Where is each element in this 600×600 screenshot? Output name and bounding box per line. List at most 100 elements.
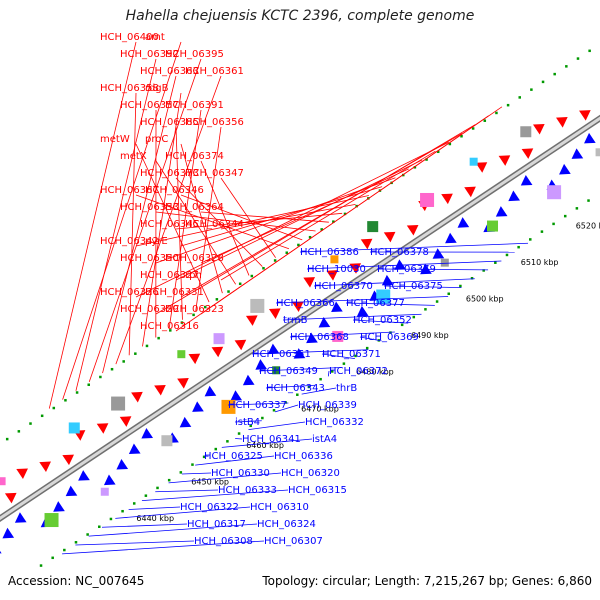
feature-box xyxy=(367,221,379,233)
red-leader-line xyxy=(155,211,316,232)
inner-dot xyxy=(39,564,43,567)
reverse-gene-arrow xyxy=(584,132,596,144)
blue-gene-label: HCH_06332 xyxy=(305,417,364,428)
red-gene-label: HCH_06363 xyxy=(140,66,199,77)
outer-dot xyxy=(483,119,487,122)
forward-gene-arrow xyxy=(188,353,201,365)
inner-dot xyxy=(354,354,357,358)
blue-gene-label: HCH_06310 xyxy=(250,502,309,513)
forward-gene-arrow xyxy=(131,391,143,403)
blue-leader-line xyxy=(289,331,395,338)
outer-dot xyxy=(169,329,172,332)
blue-gene-label: HCH_06315 xyxy=(288,485,347,496)
red-leader-line xyxy=(75,58,157,391)
forward-gene-arrow xyxy=(303,277,316,288)
inner-dot xyxy=(63,548,66,552)
blue-leader-line xyxy=(234,420,262,423)
outer-dot xyxy=(355,204,358,208)
feature-box xyxy=(68,422,80,434)
reverse-gene-arrow xyxy=(141,427,154,439)
outer-dot xyxy=(273,259,277,262)
genome-title: Hahella chejuensis KCTC 2396, complete g… xyxy=(125,8,475,24)
outer-dot xyxy=(565,65,568,68)
feature-box xyxy=(177,350,186,359)
feature-box xyxy=(520,126,532,138)
blue-gene-label: HCH_06320 xyxy=(281,468,340,479)
inner-dot xyxy=(307,385,311,389)
outer-dot xyxy=(17,430,21,433)
tick-label: 6490 kbp xyxy=(411,331,449,340)
blue-leader-line xyxy=(306,260,502,270)
forward-gene-arrow xyxy=(498,155,511,166)
forward-gene-arrow xyxy=(16,468,28,479)
blue-leader-line xyxy=(258,367,342,372)
outer-dot xyxy=(64,399,67,402)
feature-box xyxy=(161,435,173,447)
red-gene-label: HCH_06327 xyxy=(140,270,199,281)
red-gene-label: HCH_06356 xyxy=(185,117,244,128)
outer-dot xyxy=(588,49,591,53)
inner-dot xyxy=(482,269,485,272)
reverse-gene-arrow xyxy=(331,301,343,313)
forward-gene-arrow xyxy=(360,238,373,250)
inner-dot xyxy=(296,393,299,396)
feature-box xyxy=(332,330,344,342)
blue-leader-line xyxy=(274,404,299,413)
reverse-gene-arrow xyxy=(2,527,15,539)
inner-dot xyxy=(459,284,462,288)
red-leader-line xyxy=(135,194,290,250)
inner-dot xyxy=(331,370,334,373)
forward-gene-arrow xyxy=(96,423,109,434)
blue-gene-label: HCH_06349 xyxy=(259,366,318,377)
inner-dot xyxy=(517,245,520,249)
inner-dot xyxy=(272,409,276,412)
blue-leader-line xyxy=(235,438,243,440)
reverse-gene-arrow xyxy=(445,232,457,244)
feature-box xyxy=(440,258,449,267)
red-leader-line xyxy=(48,41,137,409)
red-gene-label: HCH_06350 xyxy=(120,253,179,264)
reverse-gene-arrow xyxy=(192,401,204,412)
feature-box xyxy=(44,513,59,528)
blue-gene-label: HCH_06370 xyxy=(314,281,373,292)
blue-leader-line xyxy=(101,523,188,528)
outer-dot xyxy=(262,267,265,270)
blue-leader-line xyxy=(282,313,422,321)
inner-dot xyxy=(132,502,136,505)
outer-dot xyxy=(320,228,323,231)
red-gene-label: HCH_06373 xyxy=(140,168,199,179)
forward-gene-arrow xyxy=(245,315,258,326)
blue-leader-line xyxy=(128,506,181,510)
blue-leader-line xyxy=(359,336,382,342)
forward-gene-arrow xyxy=(326,270,339,281)
reverse-gene-arrow xyxy=(559,163,571,175)
tick-label: 6500 kbp xyxy=(466,294,504,303)
red-leader-line xyxy=(180,143,223,294)
feature-box xyxy=(111,396,126,411)
red-gene-label: HCH_06328 xyxy=(165,253,224,264)
accession-label: Accession: NC_007645 xyxy=(8,574,145,588)
red-gene-label: HCH_06346 xyxy=(145,185,204,196)
red-gene-label: amt xyxy=(145,32,165,43)
outer-dot xyxy=(308,235,312,239)
blue-gene-label: HCH_06369 xyxy=(360,332,419,343)
red-gene-label: HCH_06344 xyxy=(185,219,244,230)
red-gene-label: HCH_06395 xyxy=(165,49,224,60)
feature-box xyxy=(376,289,391,304)
red-leader-line xyxy=(200,211,329,223)
red-gene-label: HCH_06345 xyxy=(140,219,199,230)
red-leader-line xyxy=(168,109,202,329)
blue-gene-label: HCH_06351 xyxy=(252,349,311,360)
reverse-gene-arrow xyxy=(255,359,268,370)
inner-dot xyxy=(587,199,590,202)
reverse-gene-arrow xyxy=(65,485,78,497)
outer-dot xyxy=(471,127,475,130)
blue-gene-label: HCH_06386 xyxy=(300,247,359,258)
forward-gene-arrow xyxy=(291,301,304,313)
blue-leader-line xyxy=(248,421,306,431)
blue-leader-line xyxy=(345,302,435,306)
outer-dot xyxy=(122,360,125,363)
red-gene-label: HCH_06316 xyxy=(140,321,199,332)
outer-dot xyxy=(297,243,300,247)
